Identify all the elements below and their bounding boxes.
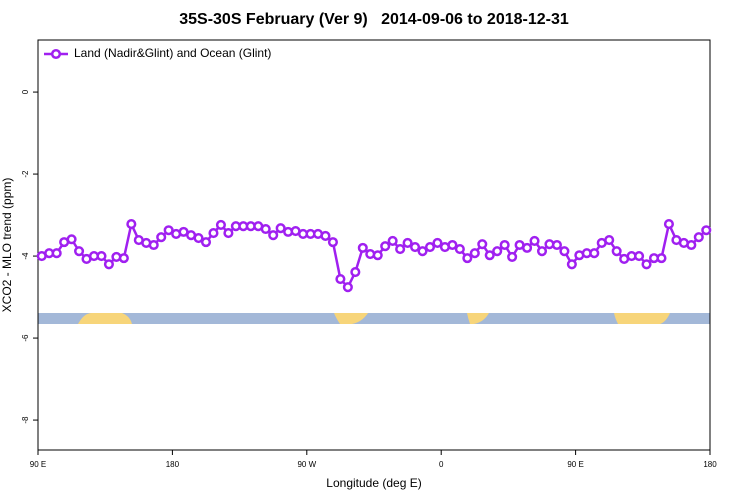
data-point [604, 235, 615, 246]
data-point [701, 225, 712, 236]
data-point [200, 237, 212, 248]
plot-frame [37, 39, 711, 451]
data-point [163, 225, 174, 236]
data-point [372, 250, 383, 261]
chart-title: 35S-30S February (Ver 9) 2014-09-06 to 2… [179, 11, 569, 28]
data-point [484, 250, 495, 261]
data-point [193, 232, 204, 244]
data-point [499, 239, 510, 251]
data-point [641, 259, 652, 270]
data-point [118, 253, 129, 264]
data-point [417, 246, 428, 257]
data-point [462, 253, 473, 264]
data-point [454, 244, 465, 255]
data-point [686, 239, 697, 251]
x-tick-label: 90 W [297, 460, 316, 469]
data-point [469, 248, 480, 259]
data-point [260, 223, 271, 235]
data-point [380, 241, 391, 252]
data-point [589, 248, 600, 259]
legend-label: Land (Nadir&Glint) and Ocean (Glint) [74, 46, 271, 60]
y-tick-label: -6 [21, 334, 30, 342]
x-tick-label: 180 [166, 460, 180, 469]
data-point [402, 237, 413, 248]
x-tick-label: 90 E [567, 460, 583, 469]
data-point [477, 239, 488, 250]
x-tick-label: 90 E [30, 460, 46, 469]
data-point [507, 251, 518, 262]
land-patch [334, 313, 368, 324]
data-point [536, 246, 548, 257]
x-tick-label: 180 [703, 460, 717, 469]
data-point [357, 242, 368, 253]
data-point [66, 234, 77, 245]
land-patch [467, 313, 489, 324]
y-tick-label: -2 [21, 170, 30, 178]
data-point [663, 219, 674, 230]
legend-marker [50, 48, 62, 60]
y-tick-label: -4 [21, 252, 30, 260]
data-point [51, 248, 62, 259]
data-point [350, 267, 361, 278]
data-point [215, 219, 226, 230]
data-point [103, 259, 114, 270]
data-point [551, 239, 562, 251]
data-point [335, 273, 346, 285]
land-patch [614, 313, 670, 324]
x-axis-label: Longitude (deg E) [326, 476, 421, 490]
land-ocean-strip [38, 313, 710, 324]
data-point [74, 246, 85, 257]
data-point [522, 242, 533, 253]
data-point [342, 282, 353, 293]
data-point [656, 253, 667, 264]
data-point [387, 235, 398, 246]
data-point [208, 228, 219, 239]
data-point [559, 246, 570, 257]
ocean-band [38, 313, 710, 324]
y-tick-label: -8 [21, 416, 30, 424]
data-point [223, 228, 234, 239]
data-point [148, 239, 159, 251]
data-point [492, 246, 503, 257]
y-axis-label: XCO2 - MLO trend (ppm) [0, 178, 14, 313]
data-point [327, 237, 338, 248]
data-point [424, 242, 436, 253]
x-tick-label: 0 [439, 460, 444, 469]
data-point [395, 244, 406, 255]
data-point [275, 223, 286, 234]
data-point [611, 246, 622, 257]
data-point [447, 239, 458, 251]
data-point [410, 242, 421, 253]
data-point [634, 251, 645, 262]
land-patch [78, 313, 132, 324]
data-point [96, 251, 107, 262]
data-point [693, 232, 704, 243]
data-point [126, 219, 137, 230]
data-point [320, 230, 331, 242]
y-tick-label: 0 [21, 89, 30, 94]
data-point [156, 232, 167, 243]
data-point [529, 235, 540, 246]
data-point [268, 230, 279, 241]
data-point [432, 237, 443, 248]
data-point [566, 259, 577, 270]
